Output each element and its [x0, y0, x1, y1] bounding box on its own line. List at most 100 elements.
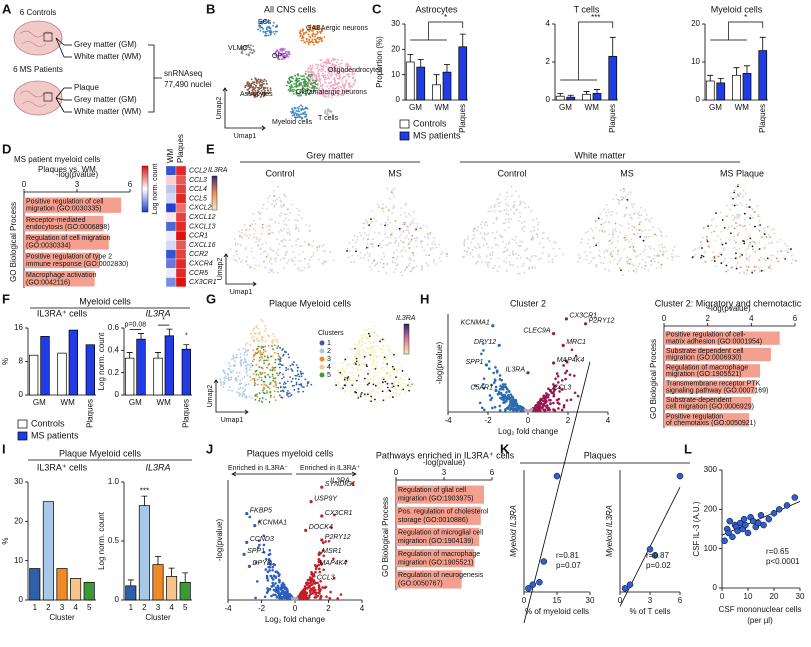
cell-dot	[243, 353, 246, 356]
error-bar	[444, 64, 450, 73]
bar-label: immune response (GO:0002830)	[26, 261, 128, 268]
sig-bracket	[710, 21, 764, 41]
cell-dot	[715, 225, 718, 228]
axis-label: Log₂ fold change	[265, 615, 326, 624]
cell-dot	[266, 30, 269, 33]
stat-label: p=0.02	[646, 561, 671, 570]
cell-dot	[530, 230, 532, 233]
cell-dot	[343, 378, 346, 381]
cell-dot	[309, 65, 312, 68]
gene-dot	[274, 575, 277, 578]
cell-dot	[511, 252, 514, 254]
cell-dot	[637, 210, 640, 213]
cell-dot	[362, 364, 365, 367]
cell-dot	[414, 239, 417, 242]
cell-dot	[268, 391, 271, 394]
cell-dot	[463, 239, 466, 241]
cell-dot	[609, 261, 612, 264]
gene-dot	[556, 374, 560, 378]
cell-dot	[248, 48, 251, 51]
x-tick-label: 0	[720, 592, 725, 601]
cell-dot	[391, 188, 394, 191]
cell-dot	[665, 235, 667, 238]
cell-dot	[249, 51, 252, 54]
x-tick-label: 3	[60, 603, 65, 612]
cell-dot	[268, 195, 271, 198]
cell-dot	[341, 59, 343, 62]
cell-dot	[367, 246, 370, 249]
cell-dot	[786, 245, 789, 247]
cell-dot	[253, 379, 256, 382]
cell-dot	[645, 264, 648, 267]
cell-dot	[364, 332, 367, 335]
cell-dot	[329, 110, 331, 113]
cell-dot	[714, 255, 717, 258]
cell-dot	[420, 268, 423, 271]
cell-dot	[272, 377, 275, 380]
cell-dot	[223, 379, 226, 382]
cell-dot	[224, 375, 227, 378]
cell-dot	[254, 353, 257, 356]
cell-dot	[660, 234, 663, 237]
cell-dot	[256, 79, 259, 82]
cell-dot	[261, 20, 264, 23]
cell-dot	[398, 388, 401, 390]
cell-dot	[307, 80, 310, 82]
cell-dot	[249, 85, 251, 87]
cell-dot	[341, 362, 344, 365]
cell-dot	[407, 232, 410, 234]
gene-dot	[245, 511, 249, 516]
cell-dot	[277, 374, 280, 377]
cell-dot	[251, 378, 254, 380]
cell-dot	[392, 396, 394, 398]
cell-dot	[577, 253, 580, 256]
point	[553, 472, 561, 480]
cell-dot	[508, 241, 510, 243]
bar-label: Receptor-mediated	[26, 217, 86, 224]
cell-dot	[241, 259, 243, 262]
cell-dot	[419, 227, 422, 230]
cell-dot	[768, 265, 771, 268]
cell-dot	[751, 240, 754, 243]
gene-dot	[494, 366, 497, 369]
bar	[29, 354, 39, 396]
cell-dot	[308, 225, 311, 227]
heatmap-cell	[165, 277, 177, 288]
cell-dot	[411, 234, 414, 237]
cell-dot	[386, 382, 389, 385]
cell-dot	[638, 262, 641, 265]
cell-dot	[245, 372, 248, 374]
cell-dot	[703, 252, 706, 254]
cell-dot	[356, 364, 359, 367]
cell-dot	[360, 392, 363, 394]
sig-bracket	[560, 21, 614, 81]
cell-dot	[229, 248, 232, 251]
cell-dot	[267, 373, 269, 376]
cell-dot	[297, 260, 300, 263]
cell-dot	[315, 41, 318, 44]
cell-dot	[671, 259, 674, 262]
cell-dot	[396, 363, 399, 366]
cell-dot	[266, 207, 269, 210]
cell-dot	[312, 43, 315, 46]
x-tick-label: Plaques	[608, 104, 617, 133]
row-label: CCL4	[189, 186, 207, 193]
gene-dot	[528, 409, 532, 412]
cell-dot	[483, 222, 486, 224]
cell-dot	[387, 209, 390, 212]
cell-dot	[285, 366, 288, 369]
cell-dot	[363, 350, 365, 353]
cell-dot	[273, 205, 276, 208]
cell-dot	[408, 389, 411, 392]
error-bar	[407, 54, 414, 62]
gene-dot	[309, 500, 313, 504]
error-bar	[126, 352, 133, 359]
cell-dot	[648, 245, 651, 248]
cell-dot	[269, 257, 272, 259]
point	[765, 515, 773, 523]
cell-dot	[335, 74, 338, 77]
cell-dot	[653, 248, 656, 251]
cell-dot	[298, 245, 301, 248]
cell-dot	[277, 222, 280, 225]
arrowhead	[213, 379, 249, 415]
